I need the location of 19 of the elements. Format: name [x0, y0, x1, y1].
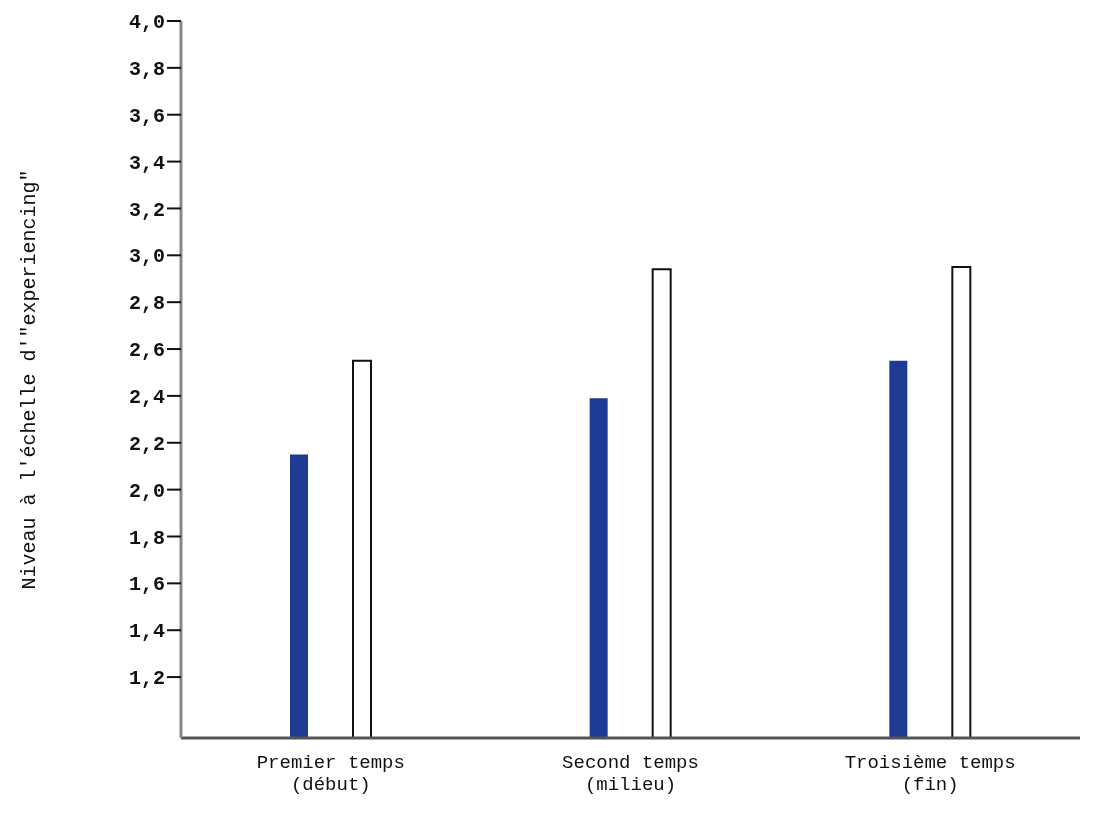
x-tick-label: Troisième temps (fin)	[844, 752, 1016, 796]
y-tick-label: 1,8	[128, 526, 165, 550]
y-tick-label: 2,4	[128, 386, 165, 409]
y-tick-label: 3,4	[128, 151, 165, 175]
y-tick-label: 2,2	[128, 432, 165, 456]
y-tick-label: 3,0	[128, 245, 165, 269]
y-tick-label: 3,2	[128, 198, 165, 222]
y-tick-label: 1,4	[128, 620, 165, 644]
y-tick-label: 3,8	[128, 57, 165, 81]
y-tick-label: 4,0	[128, 11, 165, 35]
y-axis-title: Niveau à l'échelle d'"experiencing"	[18, 169, 42, 590]
y-tick-label: 2,6	[128, 339, 165, 363]
y-tick-label: 3,6	[128, 104, 165, 128]
x-tick-label: Second temps (milieu)	[562, 752, 699, 796]
y-tick-label: 1,6	[128, 573, 165, 597]
y-tick-label: 2,0	[128, 479, 165, 503]
y-tick-label: 1,2	[128, 667, 165, 691]
y-tick-label: 2,8	[128, 292, 165, 316]
x-tick-label: Premier temps (début)	[256, 752, 405, 796]
